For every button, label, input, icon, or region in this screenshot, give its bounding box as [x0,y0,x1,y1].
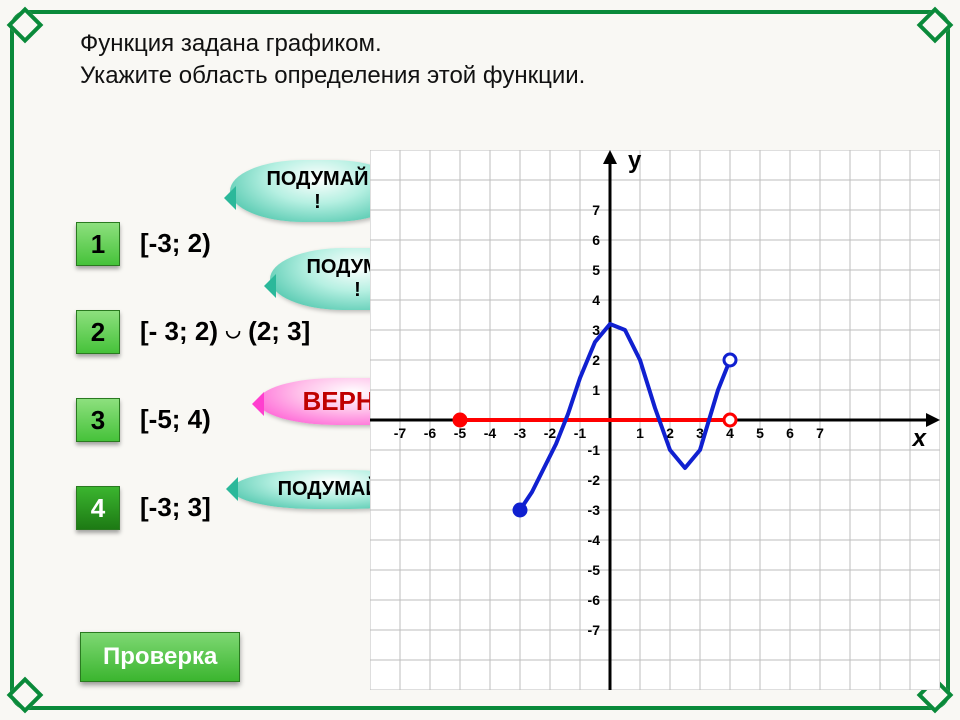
question-text: Функция задана графиком. Укажите область… [80,28,900,93]
svg-text:1: 1 [592,382,600,398]
option-label-4: [-3; 3] [140,492,211,523]
svg-text:-1: -1 [574,425,587,441]
svg-text:7: 7 [816,425,824,441]
svg-text:-6: -6 [588,592,601,608]
option-button-3[interactable]: 3 [76,398,120,442]
svg-text:-4: -4 [484,425,497,441]
svg-text:-2: -2 [544,425,557,441]
question-line-1: Функция задана графиком. [80,28,900,60]
svg-text:-3: -3 [514,425,527,441]
svg-text:7: 7 [592,202,600,218]
corner-deco [7,677,44,714]
option-button-1[interactable]: 1 [76,222,120,266]
svg-text:6: 6 [592,232,600,248]
svg-text:5: 5 [592,262,600,278]
option-button-4[interactable]: 4 [76,486,120,530]
question-line-2: Укажите область определения этой функции… [80,60,900,92]
svg-text:-1: -1 [588,442,601,458]
option-button-2[interactable]: 2 [76,310,120,354]
svg-text:-5: -5 [588,562,601,578]
svg-text:-7: -7 [588,622,601,638]
function-chart: -7-6-5-4-3-2-112345677654321-1-2-3-4-5-6… [370,150,940,690]
svg-text:1: 1 [636,425,644,441]
svg-text:-6: -6 [424,425,437,441]
svg-text:x: x [911,425,928,452]
check-button[interactable]: Проверка [80,632,240,682]
svg-text:6: 6 [786,425,794,441]
svg-text:2: 2 [592,352,600,368]
svg-text:4: 4 [592,292,600,308]
svg-text:5: 5 [756,425,764,441]
svg-text:-3: -3 [588,502,601,518]
svg-text:-2: -2 [588,472,601,488]
svg-text:-7: -7 [394,425,407,441]
corner-deco [917,7,954,44]
svg-text:y: y [628,150,642,174]
svg-text:-4: -4 [588,532,601,548]
option-label-2: [- 3; 2) ◡ (2; 3] [140,316,310,347]
corner-deco [7,7,44,44]
option-label-1: [-3; 2) [140,228,211,259]
option-label-3: [-5; 4) [140,404,211,435]
